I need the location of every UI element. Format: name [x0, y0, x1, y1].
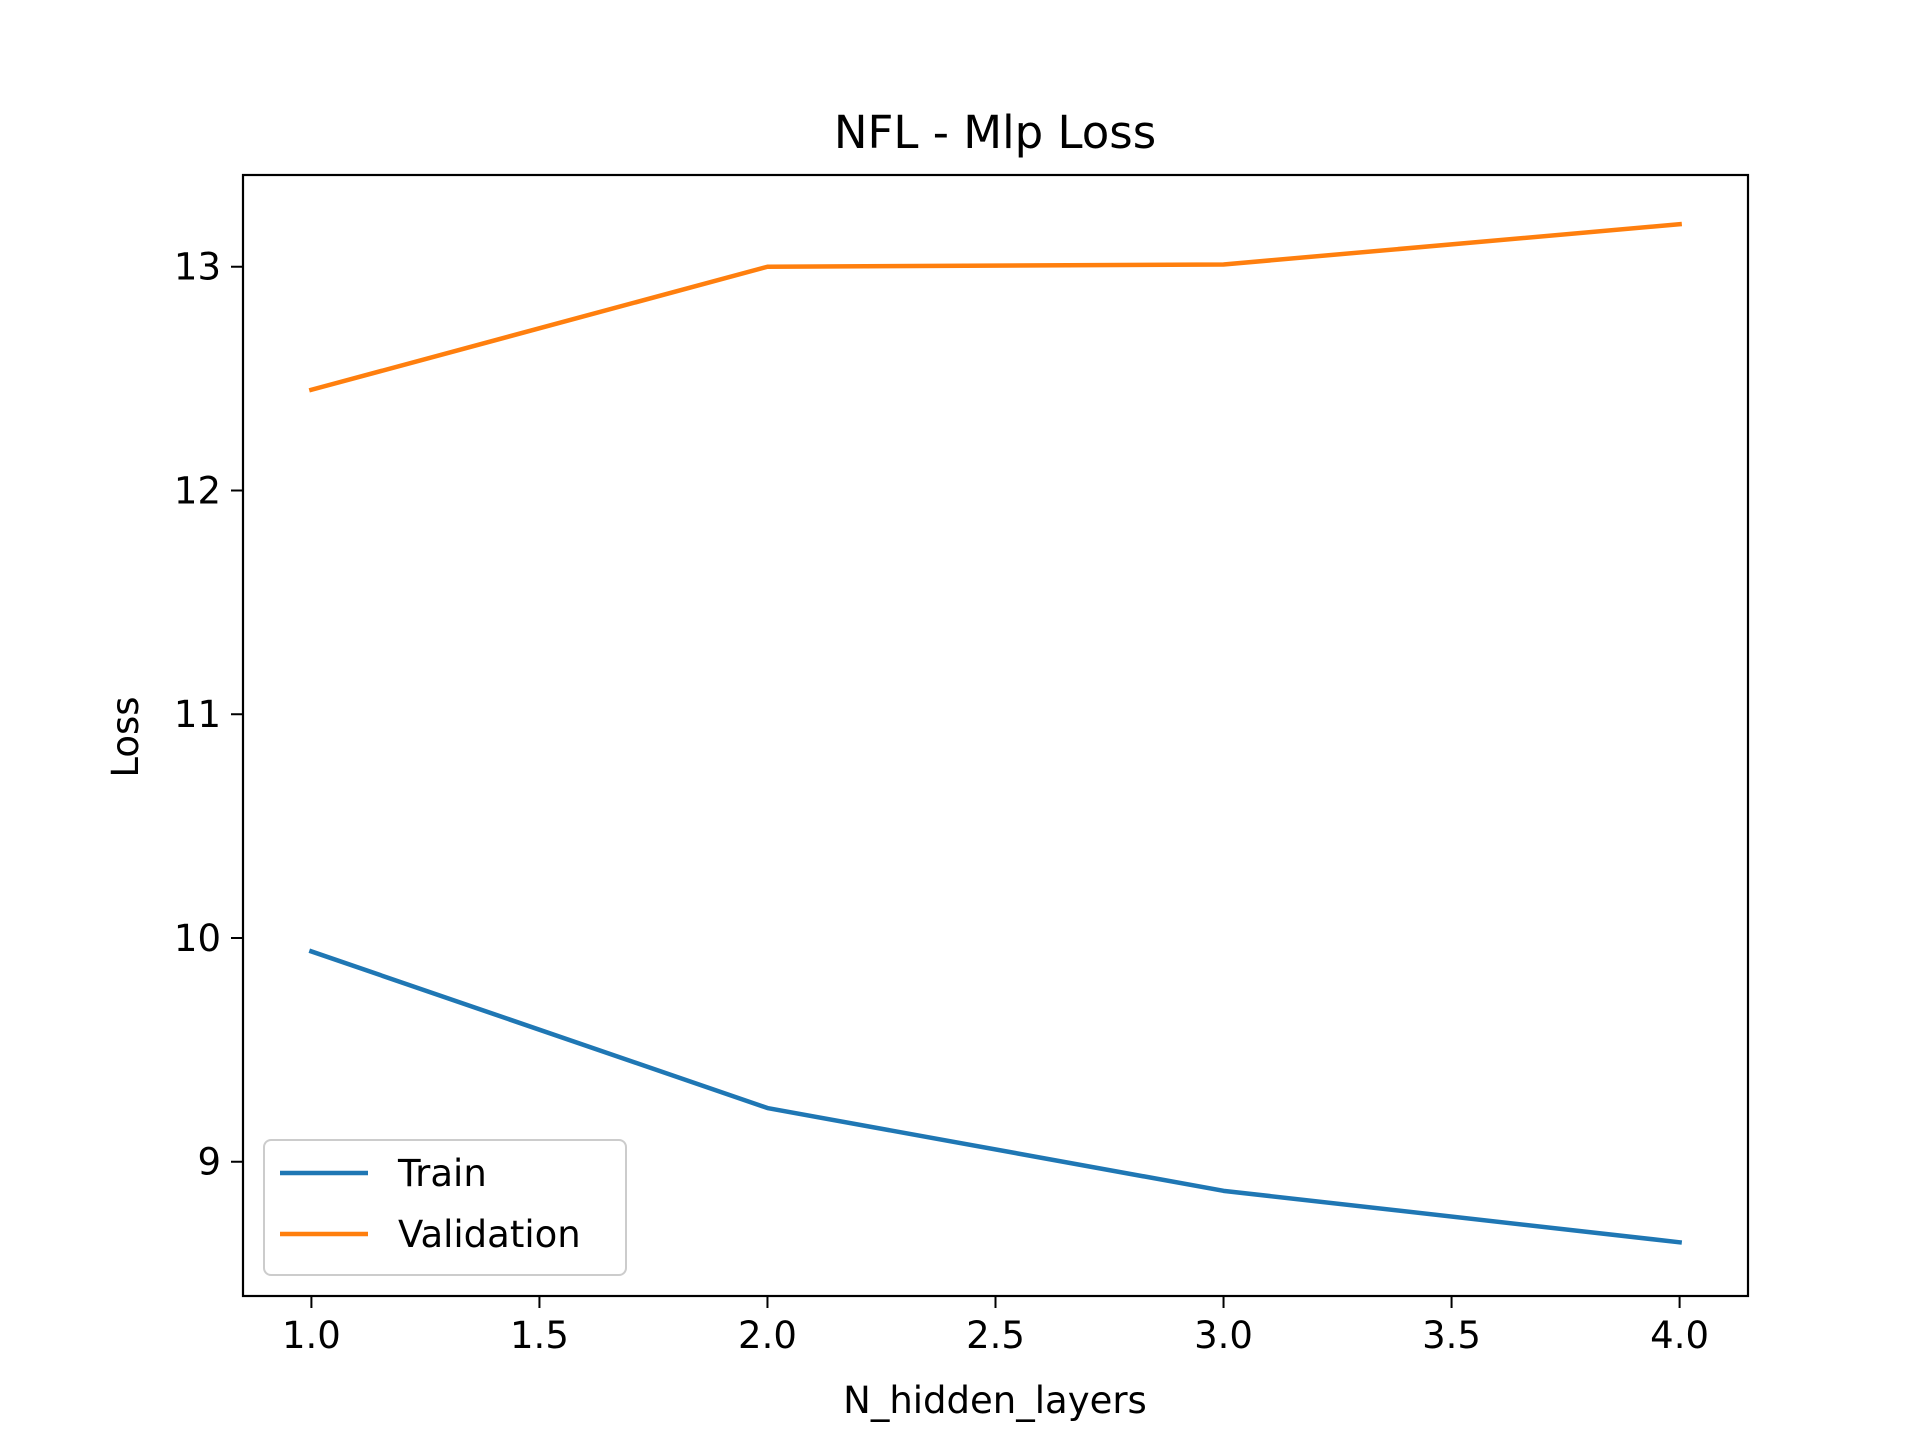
- y-tick-label: 10: [174, 917, 221, 960]
- series-line-train: [308, 948, 1683, 1245]
- x-tick-label: 1.0: [282, 1314, 341, 1357]
- x-axis-label: N_hidden_layers: [843, 1379, 1147, 1422]
- chart-title: NFL - Mlp Loss: [834, 106, 1156, 159]
- x-tick-label: 2.0: [738, 1314, 797, 1357]
- plot-lines: [308, 221, 1683, 1245]
- legend-label-train: Train: [397, 1152, 487, 1195]
- series-line-validation: [308, 221, 1683, 393]
- legend-label-validation: Validation: [398, 1213, 581, 1256]
- y-axis-ticks: 9 10 11 12 13: [174, 246, 243, 1184]
- x-tick-label: 2.5: [966, 1314, 1025, 1357]
- x-tick-label: 3.0: [1194, 1314, 1253, 1357]
- x-axis-ticks: 1.0 1.5 2.0 2.5 3.0 3.5 4.0: [282, 1296, 1709, 1357]
- legend: Train Validation: [263, 1139, 627, 1276]
- x-tick-label: 3.5: [1422, 1314, 1481, 1357]
- y-tick-label: 11: [174, 693, 221, 736]
- y-tick-label: 13: [174, 246, 221, 289]
- y-axis-label: Loss: [104, 696, 147, 777]
- x-tick-label: 4.0: [1650, 1314, 1709, 1357]
- x-tick-label: 1.5: [510, 1314, 569, 1357]
- plot-frame: [241, 173, 1750, 1298]
- y-tick-label: 12: [174, 469, 221, 512]
- y-tick-label: 9: [197, 1141, 221, 1184]
